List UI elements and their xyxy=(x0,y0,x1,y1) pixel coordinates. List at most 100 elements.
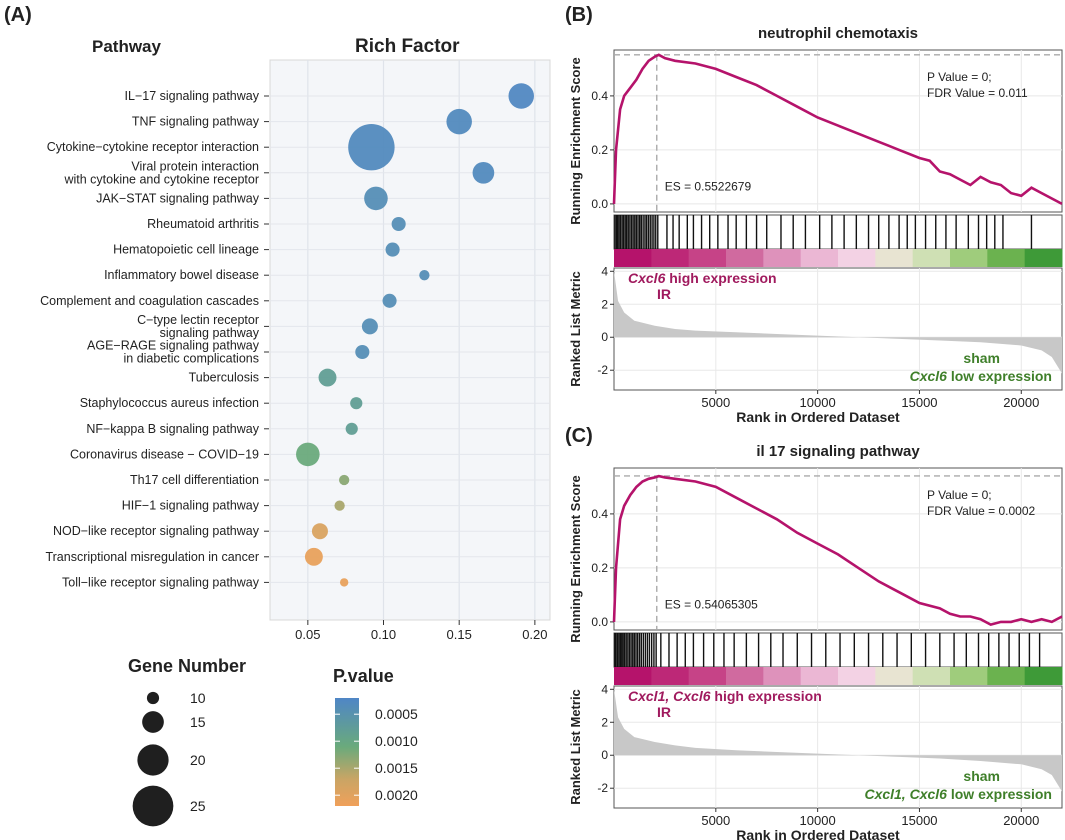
p-value-label: P Value = 0; xyxy=(927,70,992,84)
es-plot-frame xyxy=(613,467,1063,631)
x-tick-label: 0.20 xyxy=(522,627,547,642)
metric-plot-frame xyxy=(613,685,1063,809)
pathway-label: HIF−1 signaling pathway xyxy=(122,499,260,513)
rank-color-segment xyxy=(950,667,988,685)
x-tick-label: 5000 xyxy=(701,395,730,410)
x-tick-label: 20000 xyxy=(1003,395,1039,410)
bubble xyxy=(391,216,406,232)
gsea-panel-b: neutrophil chemotaxis 0.0 0.2 0.4 ES = 0.552… xyxy=(568,25,1063,425)
bubble xyxy=(419,270,430,281)
rank-color-segment xyxy=(726,667,764,685)
es-y-tick-label: 0.2 xyxy=(591,143,608,157)
panel-a-label: (A) xyxy=(4,4,32,26)
es-value-label: ES = 0.54065305 xyxy=(665,597,758,611)
gene-number-legend-label: 20 xyxy=(190,752,206,768)
bubble xyxy=(339,578,349,587)
rank-color-segment xyxy=(838,667,876,685)
bubble xyxy=(385,242,400,257)
pathway-label: Inflammatory bowel disease xyxy=(104,268,259,282)
rank-color-segment xyxy=(800,249,839,267)
p-value-label: P Value = 0; xyxy=(927,488,992,502)
sham-label: sham xyxy=(963,768,1000,784)
rank-color-segment xyxy=(763,249,802,267)
pathway-label: Th17 cell differentiation xyxy=(130,473,259,487)
pvalue-tick-label: 0.0005 xyxy=(375,706,418,722)
pvalue-tick-label: 0.0010 xyxy=(375,733,418,749)
bubble-plot-area xyxy=(269,59,551,621)
bubble xyxy=(355,344,370,360)
fdr-value-label: FDR Value = 0.0002 xyxy=(927,504,1036,518)
gene-number-legend-label: 10 xyxy=(190,690,206,706)
metric-y-tick-label: 0 xyxy=(601,330,608,344)
x-tick-label: 0.10 xyxy=(371,627,396,642)
sham-label: sham xyxy=(963,350,1000,366)
es-plot-frame xyxy=(613,49,1063,213)
metric-y-tick-label: 2 xyxy=(601,297,608,311)
pvalue-colorbar xyxy=(335,698,359,806)
es-y-tick-label: 0.2 xyxy=(591,561,608,575)
gsea-title: il 17 signaling pathway xyxy=(756,443,920,460)
bubble-grid xyxy=(270,60,550,620)
x-tick-label: 15000 xyxy=(901,813,937,828)
gene-number-legend-label: 25 xyxy=(190,798,206,814)
metric-plot-frame xyxy=(613,267,1063,391)
metric-y-tick-label: -2 xyxy=(597,363,608,377)
pathway-label: TNF signaling pathway xyxy=(132,115,260,129)
metric-y-tick-label: -2 xyxy=(597,781,608,795)
es-y-tick-label: 0.4 xyxy=(591,507,608,521)
bubble xyxy=(361,318,378,335)
gsea-panel-c: il 17 signaling pathway 0.0 0.2 0.4 ES = 0.5… xyxy=(568,443,1063,840)
es-curve xyxy=(612,53,1063,206)
bubble xyxy=(472,161,495,184)
es-y-tick-label: 0.4 xyxy=(591,89,608,103)
pathway-label: Cytokine−cytokine receptor interaction xyxy=(47,140,259,154)
panel-c-label: (C) xyxy=(565,425,593,447)
bubble xyxy=(334,500,345,511)
rank-color-segment xyxy=(987,667,1026,685)
metric-y-tick-label: 4 xyxy=(601,264,608,278)
gene-number-legend-circle xyxy=(142,711,164,733)
pathway-label: C−type lectin receptor signaling pathway xyxy=(137,313,260,340)
metric-y-tick-label: 4 xyxy=(601,682,608,696)
pathway-label: Complement and coagulation cascades xyxy=(40,294,259,308)
gene-number-legend-circle xyxy=(137,744,169,776)
hit-track-frame xyxy=(613,632,1063,668)
bubble xyxy=(350,397,363,410)
rank-color-segment xyxy=(688,249,727,267)
bubble xyxy=(348,124,395,171)
es-y-axis-label: Running Enrichment Score xyxy=(568,475,583,643)
pathway-label: JAK−STAT signaling pathway xyxy=(96,191,260,205)
es-y-tick-label: 0.0 xyxy=(591,197,608,211)
bubble xyxy=(311,523,328,540)
pathway-label: Viral protein interaction with cytokine a… xyxy=(63,159,259,186)
gene-number-legend-circle xyxy=(146,691,160,705)
es-curve xyxy=(612,474,1063,626)
pvalue-legend-ticks: 0.0005 0.0010 0.0015 0.0020 xyxy=(335,706,418,803)
gene-number-legend: 10 15 20 25 xyxy=(132,690,206,827)
bubble xyxy=(382,293,397,308)
rank-color-segment xyxy=(763,667,802,685)
high-expression-label: Cxcl1, Cxcl6 high expression xyxy=(628,688,822,704)
pvalue-legend-title: P.value xyxy=(333,666,394,686)
rank-color-segment xyxy=(875,249,914,267)
gene-number-legend-label: 15 xyxy=(190,714,206,730)
rich-factor-ticks: 0.05 0.10 0.15 0.20 xyxy=(295,620,548,642)
pathway-label: Staphylococcus aureus infection xyxy=(80,396,259,410)
x-tick-label: 5000 xyxy=(701,813,730,828)
bubble xyxy=(318,368,337,387)
panel-b-label: (B) xyxy=(565,4,593,26)
rank-color-segment xyxy=(1024,249,1063,267)
gene-number-legend-circle xyxy=(132,785,174,827)
metric-y-tick-label: 0 xyxy=(601,748,608,762)
low-expression-label: Cxcl6 low expression xyxy=(910,368,1052,384)
gsea-title: neutrophil chemotaxis xyxy=(758,25,918,42)
bubbles xyxy=(296,83,534,587)
rank-color-segment xyxy=(1024,667,1063,685)
pathway-label: Rheumatoid arthritis xyxy=(147,217,259,231)
x-tick-label: 10000 xyxy=(800,813,836,828)
rank-color-segment xyxy=(800,667,839,685)
pathway-label: Toll−like receptor signaling pathway xyxy=(62,575,260,589)
es-y-tick-label: 0.0 xyxy=(591,615,608,629)
x-axis-label: Rank in Ordered Dataset xyxy=(736,827,900,840)
